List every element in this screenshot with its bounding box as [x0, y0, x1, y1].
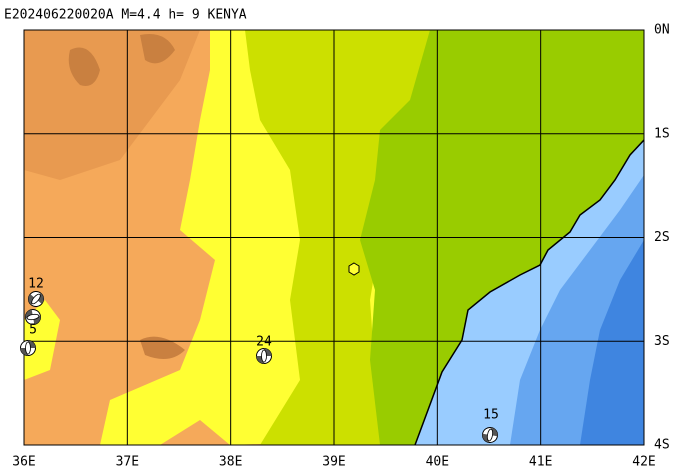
focal-mechanism: [482, 427, 498, 443]
ball-nodal: [31, 293, 41, 305]
focal-mechanism: [28, 291, 44, 307]
focal-mechanism: [25, 309, 41, 325]
station-label: 5: [29, 323, 37, 338]
lat-label: 3S: [654, 334, 670, 349]
lat-label: 2S: [654, 230, 670, 245]
epicenter: [348, 262, 360, 276]
lon-label: 36E: [12, 455, 35, 470]
lon-label: 40E: [426, 455, 449, 470]
ball-nodal: [261, 349, 267, 363]
title: E202406220020A M=4.4 h= 9 KENYA: [4, 8, 247, 23]
ball-nodal: [26, 313, 40, 321]
lon-label: 37E: [116, 455, 139, 470]
peak: [68, 34, 185, 359]
lat-label: 1S: [654, 126, 670, 141]
ball-nodal: [486, 428, 494, 442]
station-label: 12: [28, 277, 44, 292]
focal-mechanism: [20, 340, 36, 356]
station-label: 24: [256, 335, 272, 350]
coastline: [414, 139, 644, 445]
ball-nodal: [25, 341, 31, 355]
station-label: 15: [483, 408, 499, 423]
focal-mechanism: [256, 348, 272, 364]
lat-label: 4S: [654, 438, 670, 453]
ocean-deep: [580, 240, 644, 445]
lon-label: 41E: [529, 455, 552, 470]
highland-dark: [24, 30, 200, 180]
lon-label: 42E: [632, 455, 655, 470]
lon-label: 38E: [219, 455, 242, 470]
lon-label: 39E: [322, 455, 345, 470]
graticule: [23, 29, 645, 446]
lat-label: 0N: [654, 23, 670, 38]
